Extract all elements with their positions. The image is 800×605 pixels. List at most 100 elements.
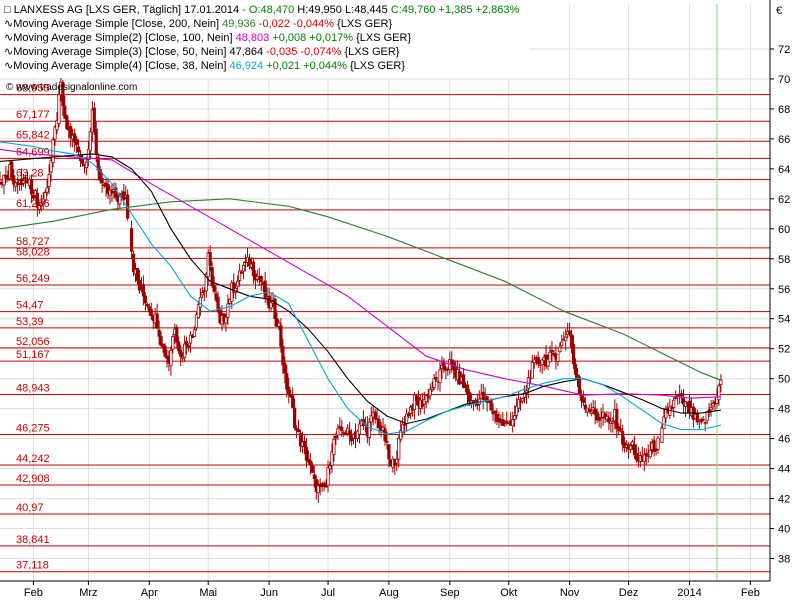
candle-body [532, 359, 536, 363]
candle-body [399, 430, 403, 440]
candle-body [57, 94, 61, 124]
candle-body [369, 415, 373, 423]
candle-body [357, 423, 362, 435]
candle-body [375, 418, 379, 420]
legend-part: Moving Average Simple(3) [Close, 50, Nei… [13, 46, 226, 58]
candle-body [312, 474, 316, 480]
header-part: LANXESS AG [LXS GER, Täglich] [14, 4, 181, 16]
candle-body [717, 385, 721, 401]
candle-body [65, 115, 69, 129]
ma-line-3 [0, 153, 721, 425]
legend: □ LANXESS AG [LXS GER, Täglich] 17.01.20… [0, 0, 530, 93]
level-label: 40,97 [16, 502, 44, 514]
y-tick-label: 70 [778, 74, 790, 86]
candle-body [385, 441, 389, 443]
candle-body [395, 458, 399, 464]
x-tick-label: Dez [619, 587, 639, 599]
candle-body [518, 400, 523, 403]
legend-item-1: ∿Moving Average Simple [Close, 200, Nein… [4, 18, 392, 30]
candle-body [43, 192, 47, 201]
level-label: 64,699 [16, 146, 50, 158]
candle-body [595, 411, 599, 421]
candle-body [35, 192, 39, 208]
candle-body [397, 437, 401, 460]
candle-body [564, 336, 568, 342]
candle-body [697, 419, 701, 421]
candle-body [570, 334, 574, 348]
y-tick-label: 52 [778, 344, 790, 356]
candle-body [581, 397, 585, 403]
legend-part: {LXS GER} [347, 60, 405, 72]
candle-body [373, 411, 377, 420]
level-label: 53,39 [16, 316, 44, 328]
candle-body [719, 379, 723, 386]
x-tick-label: Jun [260, 587, 278, 599]
candle-body [552, 352, 556, 356]
candle-body [467, 392, 472, 403]
legend-part: Moving Average Simple(2) [Close, 100, Ne… [13, 32, 232, 44]
y-tick-label: 58 [778, 254, 790, 266]
candle-body [336, 428, 340, 436]
candle-body [599, 417, 603, 419]
candle-body [175, 326, 179, 343]
candle-body [53, 126, 57, 140]
level-label: 54,47 [16, 300, 44, 312]
level-label: 58,028 [16, 246, 50, 258]
legend-part: {LXS GER} [334, 18, 392, 30]
candle-body [106, 184, 110, 194]
candle-body [186, 345, 191, 348]
candle-body [403, 424, 407, 426]
candle-body [308, 460, 312, 466]
candle-body [630, 441, 635, 446]
legend-part: +0,021 [263, 60, 300, 72]
x-tick-label: Jul [321, 587, 335, 599]
candle-body [31, 195, 35, 199]
candle-body [709, 407, 713, 411]
candle-body [344, 433, 348, 436]
legend-part: 47,864 [226, 46, 263, 58]
candle-body [275, 318, 279, 327]
candle-body [94, 128, 98, 155]
candle-body [377, 419, 381, 429]
y-tick-label: 42 [778, 494, 790, 506]
legend-part: ∿ [4, 32, 13, 44]
candle-body [332, 438, 336, 455]
legend-part: ∿ [4, 18, 13, 30]
candle-body [130, 228, 134, 252]
candle-body [236, 280, 240, 287]
legend-part: ∿ [4, 60, 13, 72]
candle-body [493, 410, 497, 414]
x-tick-label: Feb [24, 587, 43, 599]
level-label: 38,841 [16, 534, 50, 546]
candle-body [75, 138, 79, 146]
candle-body [304, 446, 309, 461]
candle-body [348, 430, 352, 436]
y-tick-label: 64 [778, 164, 790, 176]
candle-body [648, 449, 652, 458]
candle-body [281, 345, 285, 366]
level-label: 46,275 [16, 423, 50, 435]
legend-part: Moving Average Simple [Close, 200, Nein] [13, 18, 219, 30]
candle-body [516, 399, 521, 409]
candle-body [412, 394, 417, 411]
candle-body [621, 430, 625, 445]
candle-body [177, 341, 181, 352]
candle-body [432, 378, 436, 388]
y-tick-label: 56 [778, 284, 790, 296]
x-tick-label: Mai [199, 587, 217, 599]
header-part: - O:48,470 [239, 4, 294, 16]
candle-body [69, 126, 73, 138]
level-label: 51,167 [16, 349, 50, 361]
candle-body [159, 336, 163, 346]
header-part: 17.01.2014 [181, 4, 239, 16]
candle-body [155, 313, 159, 329]
header-part: H:49,950 [294, 4, 342, 16]
level-label: 67,177 [16, 109, 50, 121]
candle-body [2, 174, 6, 186]
header-part: +1,385 [435, 4, 472, 16]
x-tick-label: Feb [741, 587, 760, 599]
candle-body [619, 428, 623, 431]
watermark: © www.tradesignalonline.com [6, 82, 137, 93]
